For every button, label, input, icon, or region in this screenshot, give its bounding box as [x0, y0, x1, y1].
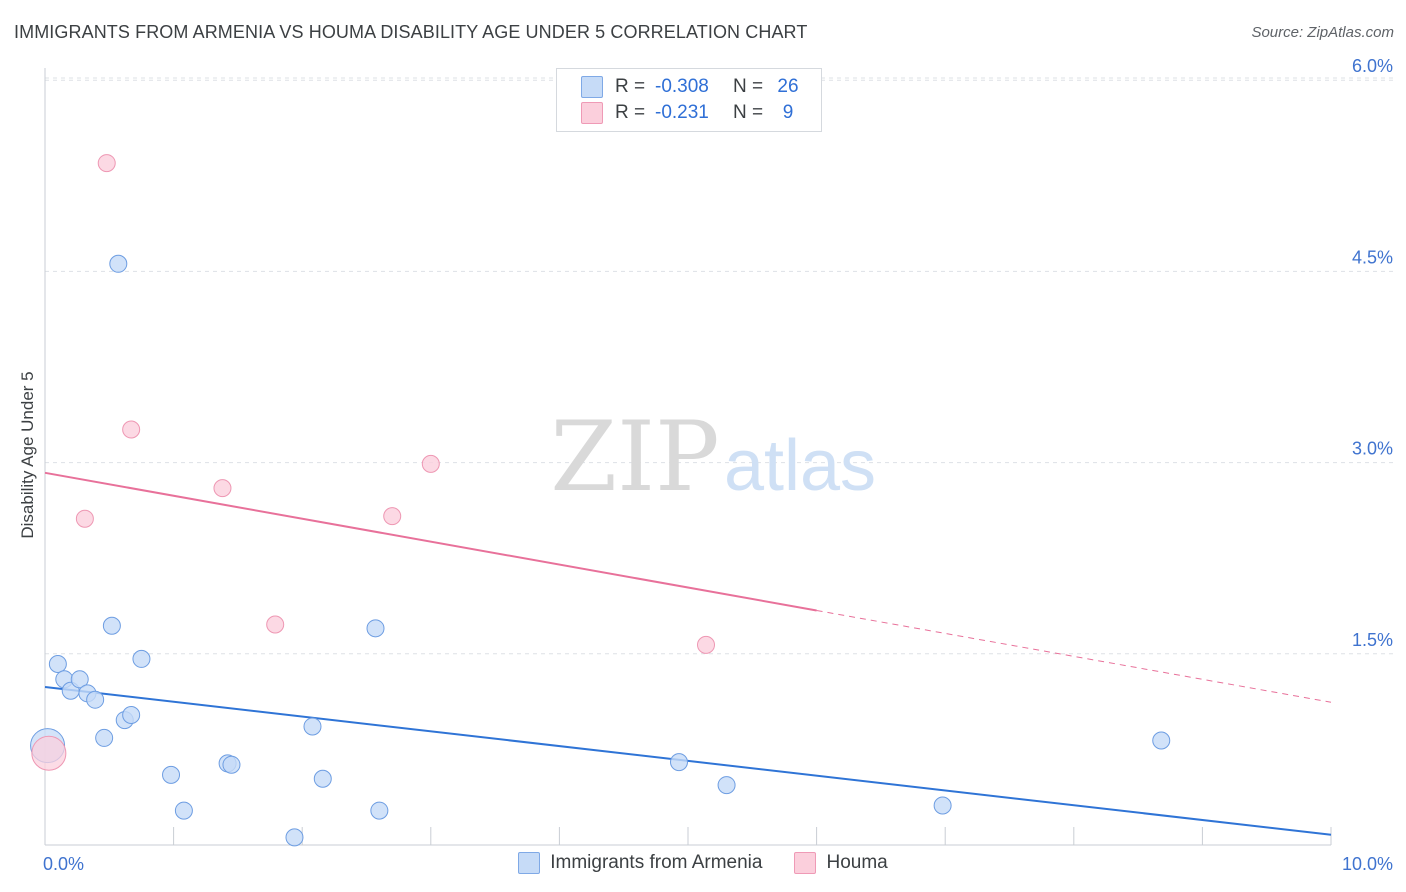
stats-row-series2: R = -0.231 N = 9 [581, 101, 805, 125]
x-tick-label: 10.0% [1342, 854, 1393, 874]
data-point-blue [86, 690, 105, 709]
data-point-pink [122, 420, 141, 439]
data-point-blue [1152, 731, 1171, 750]
stats-swatch-pink [581, 102, 603, 124]
n-value: 26 [777, 76, 799, 97]
data-point-pink [266, 615, 285, 634]
data-point-blue [313, 769, 332, 788]
stats-swatch-blue [581, 76, 603, 98]
legend-item-houma[interactable]: Houma [794, 852, 888, 874]
stats-row-series1: R = -0.308 N = 26 [581, 75, 805, 99]
legend-item-armenia[interactable]: Immigrants from Armenia [518, 852, 762, 874]
data-point-pink [213, 479, 232, 498]
y-tick-label: 3.0% [1352, 439, 1393, 459]
data-point-blue [122, 705, 141, 724]
data-point-blue [285, 828, 304, 847]
trend-line-dashed-pink [816, 609, 1332, 703]
n-label: N = [733, 76, 764, 97]
axes [44, 68, 1332, 846]
data-point-blue [162, 765, 181, 784]
data-point-pink [383, 507, 402, 526]
y-tick-label: 6.0% [1352, 56, 1393, 76]
data-point-blue [48, 655, 67, 674]
r-label: R = [615, 76, 646, 97]
r-value: -0.308 [655, 76, 709, 97]
data-point-blue [102, 616, 121, 635]
data-point-pink [31, 735, 67, 771]
x-tick-label: 0.0% [43, 854, 84, 874]
data-point-blue [933, 796, 952, 815]
data-point-blue [109, 254, 128, 273]
data-point-blue [95, 728, 114, 747]
data-point-pink [75, 509, 94, 528]
data-point-pink [97, 154, 116, 173]
data-point-blue [370, 801, 389, 820]
source-label: Source: ZipAtlas.com [1251, 24, 1394, 41]
n-label: N = [733, 102, 764, 123]
legend-swatch-blue [518, 852, 541, 874]
data-point-blue [132, 649, 151, 668]
n-value: 9 [782, 102, 794, 123]
data-point-blue [174, 801, 193, 820]
legend-label-houma: Houma [826, 852, 888, 873]
watermark-atlas: atlas [724, 426, 876, 506]
trend-lines [44, 471, 1332, 836]
data-point-blue [70, 670, 89, 689]
data-point-blue [717, 776, 736, 795]
stats-box: R = -0.308 N = 26 R = -0.231 N = 9 [556, 68, 822, 132]
trend-line-pink [44, 471, 817, 612]
data-point-blue [222, 755, 241, 774]
legend-swatch-pink [794, 852, 817, 874]
data-point-blue [669, 753, 688, 772]
y-tick-label: 4.5% [1352, 247, 1393, 267]
data-points [30, 154, 1171, 847]
r-label: R = [615, 102, 646, 123]
data-point-blue [366, 619, 385, 638]
legend-label-armenia: Immigrants from Armenia [550, 852, 763, 873]
tick-labels: 1.5% 3.0% 4.5% 6.0% 0.0% 10.0% [43, 56, 1393, 874]
y-axis-label: Disability Age Under 5 [18, 371, 37, 538]
y-tick-label: 1.5% [1352, 630, 1393, 650]
chart-title: IMMIGRANTS FROM ARMENIA VS HOUMA DISABIL… [14, 22, 808, 42]
gridlines [45, 77, 1393, 655]
watermark-zip: ZIP [550, 401, 719, 513]
data-point-pink [421, 454, 440, 473]
trend-line-blue [44, 685, 1332, 836]
chart-legend: Immigrants from Armenia Houma [0, 852, 1406, 874]
data-point-pink [697, 635, 716, 654]
data-point-blue [303, 717, 322, 736]
r-value: -0.231 [655, 102, 709, 123]
